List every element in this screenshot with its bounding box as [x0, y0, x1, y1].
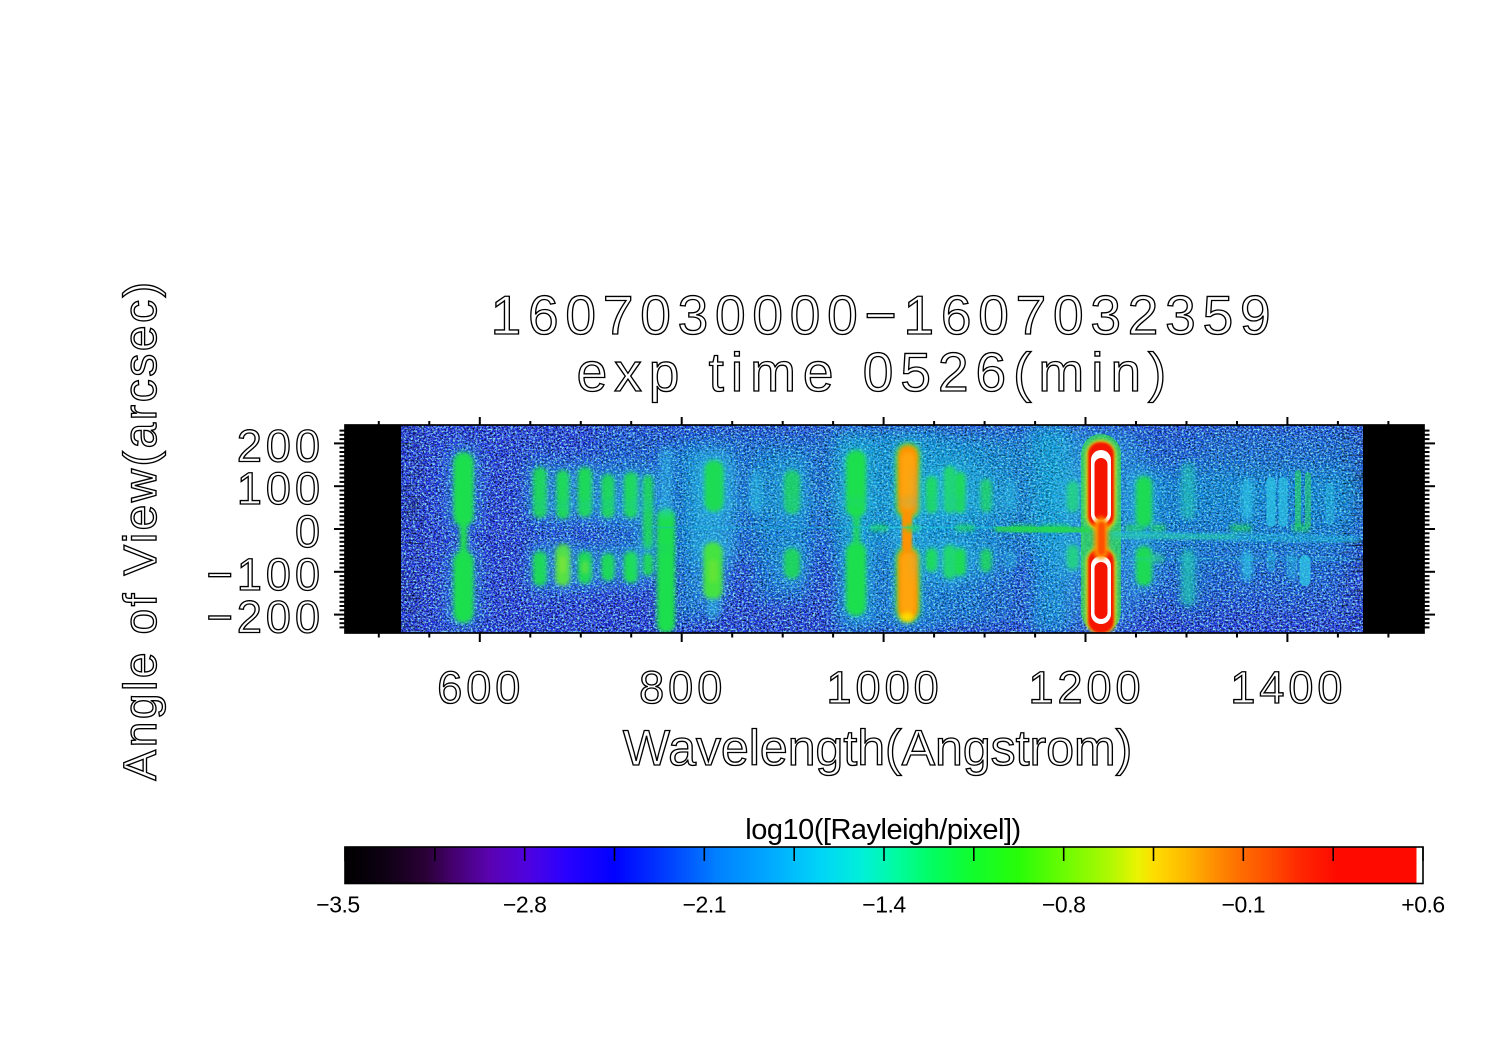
svg-text:−100: −100 [207, 549, 324, 600]
svg-text:600: 600 [437, 662, 524, 713]
svg-text:0: 0 [295, 506, 324, 557]
svg-text:−200: −200 [207, 592, 324, 643]
svg-text:1400: 1400 [1230, 662, 1346, 713]
svg-text:200: 200 [237, 420, 324, 471]
svg-text:−1.4: −1.4 [862, 892, 906, 918]
svg-text:−2.8: −2.8 [503, 892, 546, 918]
svg-text:100: 100 [237, 463, 324, 514]
svg-text:1000: 1000 [827, 662, 943, 713]
svg-text:1200: 1200 [1028, 662, 1144, 713]
svg-text:Wavelength(Angstrom): Wavelength(Angstrom) [623, 720, 1132, 776]
svg-text:1607030000−1607032359: 1607030000−1607032359 [491, 284, 1278, 346]
svg-text:−0.8: −0.8 [1042, 892, 1085, 918]
svg-text:Angle of View(arcsec): Angle of View(arcsec) [114, 279, 166, 780]
svg-text:−3.5: −3.5 [316, 892, 359, 918]
svg-text:−0.1: −0.1 [1222, 892, 1265, 918]
svg-text:−2.1: −2.1 [683, 892, 726, 918]
svg-text:log10([Rayleigh/pixel]): log10([Rayleigh/pixel]) [745, 814, 1020, 846]
svg-text:+0.6: +0.6 [1401, 892, 1444, 918]
svg-text:exp time 0526(min): exp time 0526(min) [577, 341, 1174, 403]
svg-text:800: 800 [639, 662, 726, 713]
